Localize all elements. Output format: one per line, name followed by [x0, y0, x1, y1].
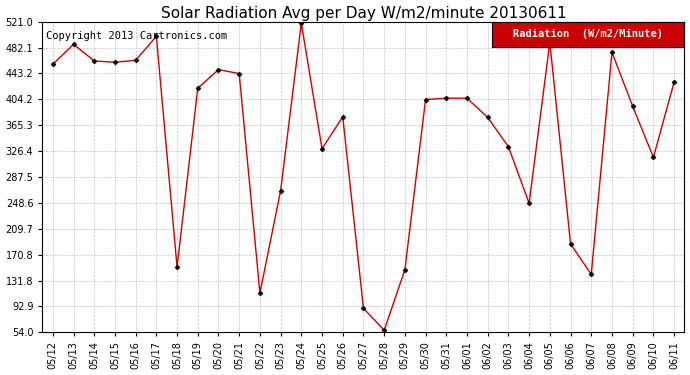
Text: Copyright 2013 Cartronics.com: Copyright 2013 Cartronics.com [46, 31, 227, 41]
Title: Solar Radiation Avg per Day W/m2/minute 20130611: Solar Radiation Avg per Day W/m2/minute … [161, 6, 566, 21]
